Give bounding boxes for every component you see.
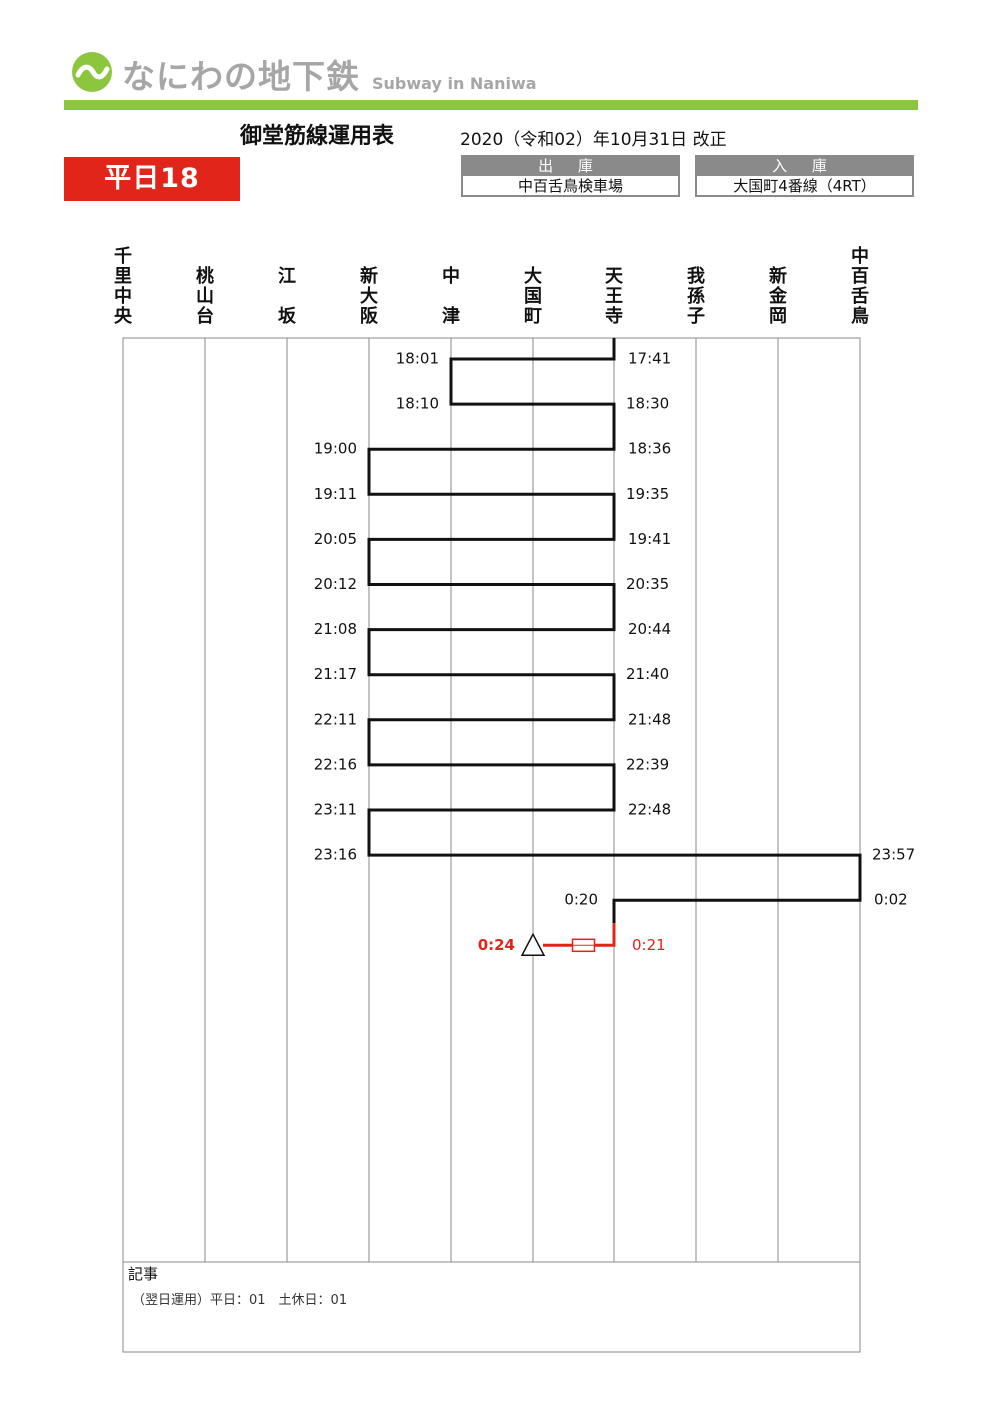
departure-time: 22:48	[628, 801, 671, 819]
arrival-time: 19:00	[314, 440, 357, 458]
arrival-time: 19:35	[626, 485, 669, 503]
station-6: 天王寺	[605, 266, 623, 327]
brand-name: なにわの地下鉄	[122, 57, 360, 96]
arrival-time: 22:39	[626, 755, 669, 773]
departure-time: 0:02	[874, 891, 908, 909]
departure-time: 17:41	[628, 350, 671, 368]
station-2: 江坂	[278, 266, 296, 327]
depot-out-label: 出 庫	[463, 157, 678, 176]
departure-time: 19:11	[314, 485, 357, 503]
notes-text: （翌日運用）平日：01 土休日：01	[132, 1293, 348, 1308]
station-3: 新大阪	[360, 266, 378, 327]
stabling-arrival-time: 0:24	[478, 936, 515, 954]
departure-time: 18:36	[628, 440, 671, 458]
departure-time: 23:16	[314, 846, 357, 864]
stabling-departure-time: 0:21	[632, 936, 666, 954]
arrival-time: 18:30	[626, 395, 669, 413]
departure-time: 18:10	[396, 395, 439, 413]
stabling-path	[543, 923, 616, 947]
departure-time: 21:17	[314, 665, 357, 683]
brand-logo-icon	[72, 52, 112, 92]
station-1: 桃山台	[196, 266, 214, 327]
arrival-time: 20:05	[314, 530, 357, 548]
grid-frame	[122, 337, 861, 1353]
station-5: 大国町	[524, 266, 542, 327]
departure-time: 19:41	[628, 530, 671, 548]
depot-in-box: 入 庫 大国町4番線（4RT）	[695, 155, 914, 197]
depot-in-value: 大国町4番線（4RT）	[733, 177, 876, 195]
header-rule	[64, 100, 918, 110]
brand-subtitle: Subway in Naniwa	[372, 74, 537, 93]
station-8: 新金岡	[769, 266, 787, 327]
arrival-time: 21:40	[626, 665, 669, 683]
departure-time: 20:12	[314, 575, 357, 593]
depot-in-label: 入 庫	[697, 157, 912, 176]
triangle-stable-icon	[520, 932, 546, 957]
arrival-time: 23:57	[872, 846, 915, 864]
run-path	[367, 338, 862, 924]
station-0: 千里中央	[114, 246, 132, 327]
arrival-time: 22:11	[314, 710, 357, 728]
notes-title: 記事	[128, 1265, 159, 1283]
station-7: 我孫子	[687, 266, 705, 327]
departure-time: 20:44	[628, 620, 671, 638]
arrival-time: 21:08	[314, 620, 357, 638]
departure-time: 22:16	[314, 755, 357, 773]
document-title: 御堂筋線運用表	[240, 124, 395, 149]
station-4: 中津	[442, 266, 460, 327]
arrival-time: 20:35	[626, 575, 669, 593]
arrival-time: 0:20	[564, 891, 598, 909]
depot-out-box: 出 庫 中百舌鳥検車場	[461, 155, 680, 197]
departure-time: 21:48	[628, 710, 671, 728]
station-9: 中百舌鳥	[851, 246, 869, 327]
depot-out-value: 中百舌鳥検車場	[517, 177, 623, 195]
arrival-time: 23:11	[314, 801, 357, 819]
arrival-time: 18:01	[396, 350, 439, 368]
revision-date: 2020（令和02）年10月31日 改正	[460, 130, 727, 150]
service-badge: 平日18	[64, 157, 240, 201]
